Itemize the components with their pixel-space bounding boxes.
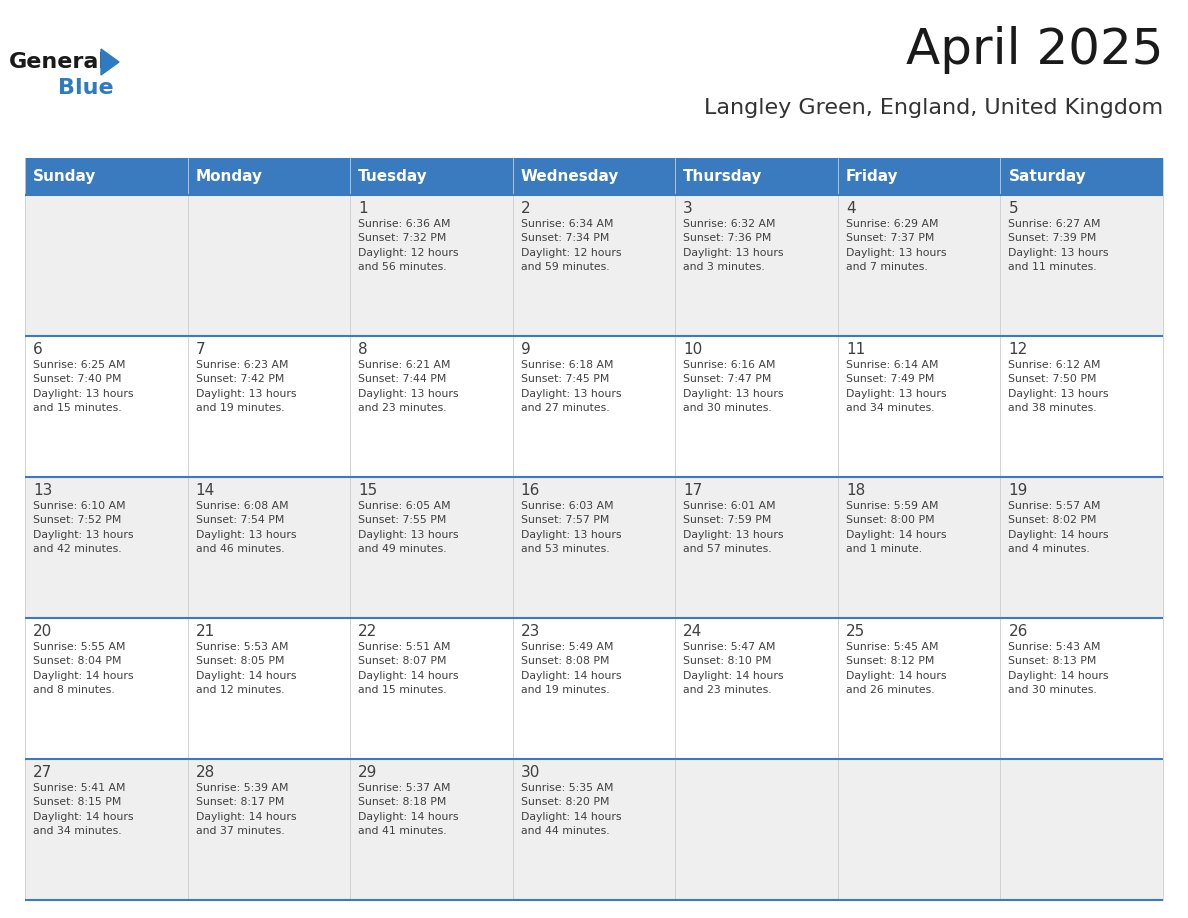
Text: 13: 13 [33,483,52,498]
Text: 27: 27 [33,765,52,780]
Bar [25,336,1163,477]
Bar [25,618,1163,759]
Text: Langley Green, England, United Kingdom: Langley Green, England, United Kingdom [703,98,1163,118]
Text: Sunrise: 6:16 AM
Sunset: 7:47 PM
Daylight: 13 hours
and 30 minutes.: Sunrise: 6:16 AM Sunset: 7:47 PM Dayligh… [683,360,784,413]
Text: Sunrise: 5:59 AM
Sunset: 8:00 PM
Daylight: 14 hours
and 1 minute.: Sunrise: 5:59 AM Sunset: 8:00 PM Dayligh… [846,501,947,554]
Text: Sunday: Sunday [33,169,96,184]
Text: Sunrise: 6:25 AM
Sunset: 7:40 PM
Daylight: 13 hours
and 15 minutes.: Sunrise: 6:25 AM Sunset: 7:40 PM Dayligh… [33,360,133,413]
Text: 5: 5 [1009,201,1018,216]
Text: Sunrise: 6:12 AM
Sunset: 7:50 PM
Daylight: 13 hours
and 38 minutes.: Sunrise: 6:12 AM Sunset: 7:50 PM Dayligh… [1009,360,1108,413]
Text: Sunrise: 5:49 AM
Sunset: 8:08 PM
Daylight: 14 hours
and 19 minutes.: Sunrise: 5:49 AM Sunset: 8:08 PM Dayligh… [520,642,621,695]
Text: 22: 22 [358,624,378,639]
Text: Sunrise: 5:39 AM
Sunset: 8:17 PM
Daylight: 14 hours
and 37 minutes.: Sunrise: 5:39 AM Sunset: 8:17 PM Dayligh… [196,783,296,836]
Text: General: General [10,52,107,72]
Text: Sunrise: 6:10 AM
Sunset: 7:52 PM
Daylight: 13 hours
and 42 minutes.: Sunrise: 6:10 AM Sunset: 7:52 PM Dayligh… [33,501,133,554]
Text: Sunrise: 5:57 AM
Sunset: 8:02 PM
Daylight: 14 hours
and 4 minutes.: Sunrise: 5:57 AM Sunset: 8:02 PM Dayligh… [1009,501,1108,554]
Text: Sunrise: 6:36 AM
Sunset: 7:32 PM
Daylight: 12 hours
and 56 minutes.: Sunrise: 6:36 AM Sunset: 7:32 PM Dayligh… [358,219,459,273]
Bar [25,158,1163,195]
Text: 7: 7 [196,342,206,357]
Text: Sunrise: 6:05 AM
Sunset: 7:55 PM
Daylight: 13 hours
and 49 minutes.: Sunrise: 6:05 AM Sunset: 7:55 PM Dayligh… [358,501,459,554]
Text: 20: 20 [33,624,52,639]
Text: Thursday: Thursday [683,169,763,184]
Text: 18: 18 [846,483,865,498]
Text: 24: 24 [683,624,702,639]
Text: Sunrise: 6:32 AM
Sunset: 7:36 PM
Daylight: 13 hours
and 3 minutes.: Sunrise: 6:32 AM Sunset: 7:36 PM Dayligh… [683,219,784,273]
Text: 30: 30 [520,765,541,780]
Text: 15: 15 [358,483,378,498]
Text: 29: 29 [358,765,378,780]
Bar [25,759,1163,900]
Text: Sunrise: 6:08 AM
Sunset: 7:54 PM
Daylight: 13 hours
and 46 minutes.: Sunrise: 6:08 AM Sunset: 7:54 PM Dayligh… [196,501,296,554]
Text: Sunrise: 5:37 AM
Sunset: 8:18 PM
Daylight: 14 hours
and 41 minutes.: Sunrise: 5:37 AM Sunset: 8:18 PM Dayligh… [358,783,459,836]
Text: Sunrise: 6:18 AM
Sunset: 7:45 PM
Daylight: 13 hours
and 27 minutes.: Sunrise: 6:18 AM Sunset: 7:45 PM Dayligh… [520,360,621,413]
Text: Blue: Blue [58,78,114,98]
Text: Friday: Friday [846,169,898,184]
Text: Sunrise: 5:55 AM
Sunset: 8:04 PM
Daylight: 14 hours
and 8 minutes.: Sunrise: 5:55 AM Sunset: 8:04 PM Dayligh… [33,642,133,695]
Text: 26: 26 [1009,624,1028,639]
Text: 16: 16 [520,483,541,498]
Text: Sunrise: 5:41 AM
Sunset: 8:15 PM
Daylight: 14 hours
and 34 minutes.: Sunrise: 5:41 AM Sunset: 8:15 PM Dayligh… [33,783,133,836]
Text: 25: 25 [846,624,865,639]
Text: Sunrise: 5:43 AM
Sunset: 8:13 PM
Daylight: 14 hours
and 30 minutes.: Sunrise: 5:43 AM Sunset: 8:13 PM Dayligh… [1009,642,1108,695]
Text: 10: 10 [683,342,702,357]
Text: April 2025: April 2025 [905,26,1163,74]
Text: Sunrise: 6:34 AM
Sunset: 7:34 PM
Daylight: 12 hours
and 59 minutes.: Sunrise: 6:34 AM Sunset: 7:34 PM Dayligh… [520,219,621,273]
Text: 6: 6 [33,342,43,357]
Bar [25,477,1163,618]
Text: Sunrise: 6:14 AM
Sunset: 7:49 PM
Daylight: 13 hours
and 34 minutes.: Sunrise: 6:14 AM Sunset: 7:49 PM Dayligh… [846,360,947,413]
Text: Sunrise: 5:51 AM
Sunset: 8:07 PM
Daylight: 14 hours
and 15 minutes.: Sunrise: 5:51 AM Sunset: 8:07 PM Dayligh… [358,642,459,695]
Text: 2: 2 [520,201,530,216]
Text: Sunrise: 5:45 AM
Sunset: 8:12 PM
Daylight: 14 hours
and 26 minutes.: Sunrise: 5:45 AM Sunset: 8:12 PM Dayligh… [846,642,947,695]
Text: Sunrise: 6:23 AM
Sunset: 7:42 PM
Daylight: 13 hours
and 19 minutes.: Sunrise: 6:23 AM Sunset: 7:42 PM Dayligh… [196,360,296,413]
Text: 23: 23 [520,624,541,639]
Text: Sunrise: 5:53 AM
Sunset: 8:05 PM
Daylight: 14 hours
and 12 minutes.: Sunrise: 5:53 AM Sunset: 8:05 PM Dayligh… [196,642,296,695]
Text: 3: 3 [683,201,693,216]
Text: 4: 4 [846,201,855,216]
Text: Saturday: Saturday [1009,169,1086,184]
Polygon shape [101,49,119,75]
Text: Sunrise: 6:21 AM
Sunset: 7:44 PM
Daylight: 13 hours
and 23 minutes.: Sunrise: 6:21 AM Sunset: 7:44 PM Dayligh… [358,360,459,413]
Text: Sunrise: 6:03 AM
Sunset: 7:57 PM
Daylight: 13 hours
and 53 minutes.: Sunrise: 6:03 AM Sunset: 7:57 PM Dayligh… [520,501,621,554]
Text: Sunrise: 5:47 AM
Sunset: 8:10 PM
Daylight: 14 hours
and 23 minutes.: Sunrise: 5:47 AM Sunset: 8:10 PM Dayligh… [683,642,784,695]
Text: Sunrise: 6:01 AM
Sunset: 7:59 PM
Daylight: 13 hours
and 57 minutes.: Sunrise: 6:01 AM Sunset: 7:59 PM Dayligh… [683,501,784,554]
Text: Sunrise: 6:29 AM
Sunset: 7:37 PM
Daylight: 13 hours
and 7 minutes.: Sunrise: 6:29 AM Sunset: 7:37 PM Dayligh… [846,219,947,273]
Text: Sunrise: 5:35 AM
Sunset: 8:20 PM
Daylight: 14 hours
and 44 minutes.: Sunrise: 5:35 AM Sunset: 8:20 PM Dayligh… [520,783,621,836]
Text: 12: 12 [1009,342,1028,357]
Text: 17: 17 [683,483,702,498]
Text: 19: 19 [1009,483,1028,498]
Text: 11: 11 [846,342,865,357]
Text: Tuesday: Tuesday [358,169,428,184]
Text: 28: 28 [196,765,215,780]
Text: 8: 8 [358,342,368,357]
Text: Monday: Monday [196,169,263,184]
Text: 9: 9 [520,342,531,357]
Bar [25,195,1163,336]
Text: 14: 14 [196,483,215,498]
Text: Sunrise: 6:27 AM
Sunset: 7:39 PM
Daylight: 13 hours
and 11 minutes.: Sunrise: 6:27 AM Sunset: 7:39 PM Dayligh… [1009,219,1108,273]
Text: 21: 21 [196,624,215,639]
Text: Wednesday: Wednesday [520,169,619,184]
Text: 1: 1 [358,201,368,216]
